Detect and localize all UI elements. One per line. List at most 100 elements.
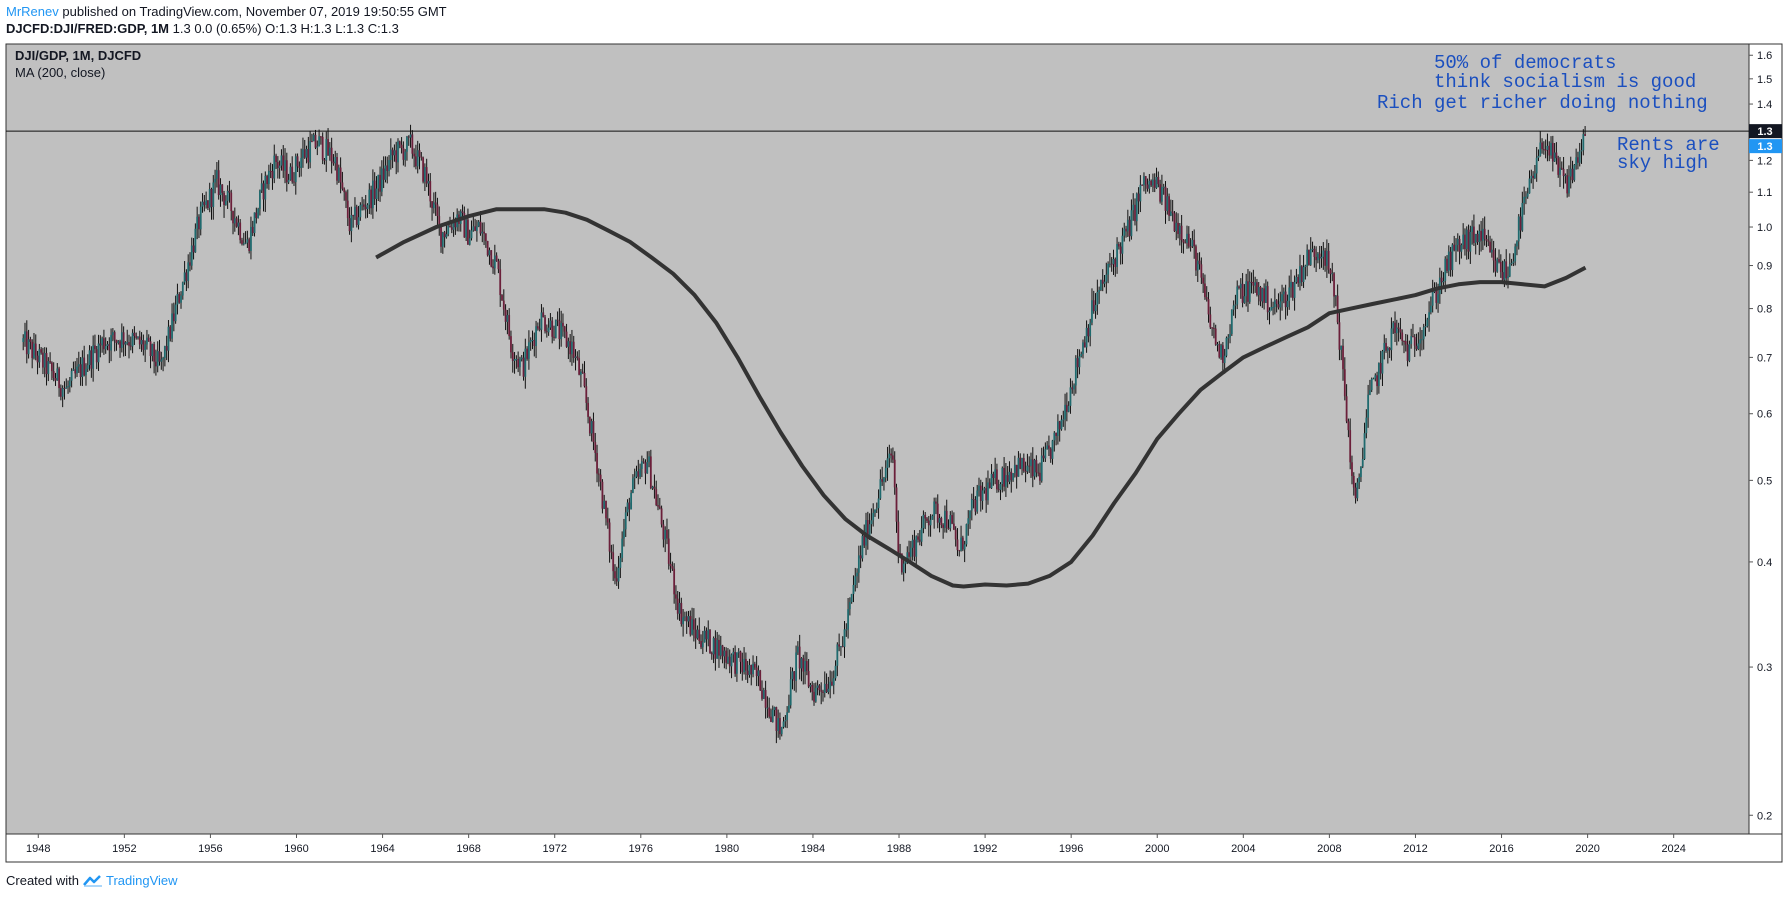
candle-body [883,477,885,482]
x-tick-label: 2004 [1231,843,1255,855]
candle-body [861,535,864,559]
candle-body [1175,222,1178,232]
legend-indicator[interactable]: MA (200, close) [15,65,105,80]
candle-body [893,459,896,488]
candle-body [847,609,849,630]
annotation-democrats[interactable]: 50% of democrats [1434,52,1616,74]
candle-body [267,170,270,185]
candle-body [1476,233,1479,243]
candle-body [913,539,916,557]
x-tick-label: 1996 [1059,843,1083,855]
candle-body [1352,475,1355,488]
x-tick-label: 1952 [112,843,136,855]
candle-body [587,402,589,417]
candle-body [915,536,918,557]
candle-body [208,189,211,209]
time-axis-area[interactable] [5,833,1783,863]
candle-body [321,136,324,160]
candle-body [1571,168,1574,181]
candle-body [1370,378,1373,391]
candle-body [232,211,234,224]
candle-body [1148,180,1151,189]
candle-body [535,326,537,347]
candle-body [389,149,392,161]
candle-body [764,690,767,708]
candle-body [189,262,191,266]
candle-body [1261,288,1264,302]
tradingview-link[interactable]: TradingView [105,873,178,888]
candle-body [328,147,331,156]
candle-body [404,151,407,160]
candle-body [110,335,112,351]
candle-body [623,529,625,539]
candle-body [1159,184,1162,202]
candle-body [1265,286,1267,303]
candle-body [944,510,946,528]
candle-body [138,336,141,345]
candle-body [1012,473,1014,481]
annotation-rich[interactable]: Rich get richer doing nothing [1377,92,1708,114]
candle-body [309,141,312,163]
candle-body [1282,291,1285,295]
candle-body [978,485,980,491]
candle-body [499,269,502,296]
publish-text: published on TradingView.com, November 0… [62,4,447,19]
candle-body [1525,196,1527,198]
candle-body [1211,327,1214,329]
candle-body [825,683,828,692]
candle-body [395,150,398,163]
candle-body [486,240,489,256]
candle-body [196,216,199,229]
candle-body [468,238,471,245]
candle-body [640,461,643,469]
price-chart[interactable]: 0.2 0.3 0.4 0.5 0.6 0.7 0.8 0.9 1.0 1.1 1.2 1.3 1.4 1… [0,40,1788,870]
candle-body [632,478,634,493]
price-axis-area[interactable] [1748,43,1783,835]
candle-body [1256,282,1258,296]
annotation-socialism[interactable]: think socialism is good [1434,71,1696,93]
candle-body [181,282,184,296]
candle-body [1560,167,1563,169]
candle-body [106,344,109,347]
candle-body [727,656,729,663]
candle-body [285,160,288,183]
candle-body [104,346,107,350]
ma-price-label: 1.3 [1749,139,1782,154]
candle-body [1533,173,1536,178]
candle-body [626,502,629,513]
candle-body [987,482,989,501]
candle-body [97,343,100,363]
candle-body [1437,294,1439,303]
candle-body [1209,314,1212,328]
candle-body [1200,264,1203,278]
candle-body [818,685,821,691]
candle-body [83,357,86,376]
candle-body [633,476,636,479]
candle-body [848,602,851,610]
annotation-rents[interactable]: Rents are [1617,134,1720,156]
candle-body [371,180,374,209]
author-link[interactable]: MrRenev [6,4,59,19]
ma-price-label-text: 1.3 [1757,141,1772,153]
candle-body [1519,216,1522,231]
annotation-sky-high[interactable]: sky high [1617,152,1708,174]
candle-body [1417,343,1420,350]
candle-body [210,189,213,207]
candle-body [1048,445,1050,449]
candle-body [176,294,179,305]
candle-body [311,141,313,143]
candle-body [135,335,138,338]
candle-body [1333,273,1335,297]
candle-body [1216,344,1219,346]
candle-body [565,331,568,347]
candle-body [967,518,970,525]
candle-body [492,266,494,269]
candle-body [831,681,833,686]
candle-body [391,149,394,156]
candle-body [1372,378,1375,380]
candle-body [1139,184,1142,202]
candle-body [1428,312,1430,320]
candle-body [857,555,860,573]
candle-body [504,309,507,322]
candle-body [762,690,765,699]
